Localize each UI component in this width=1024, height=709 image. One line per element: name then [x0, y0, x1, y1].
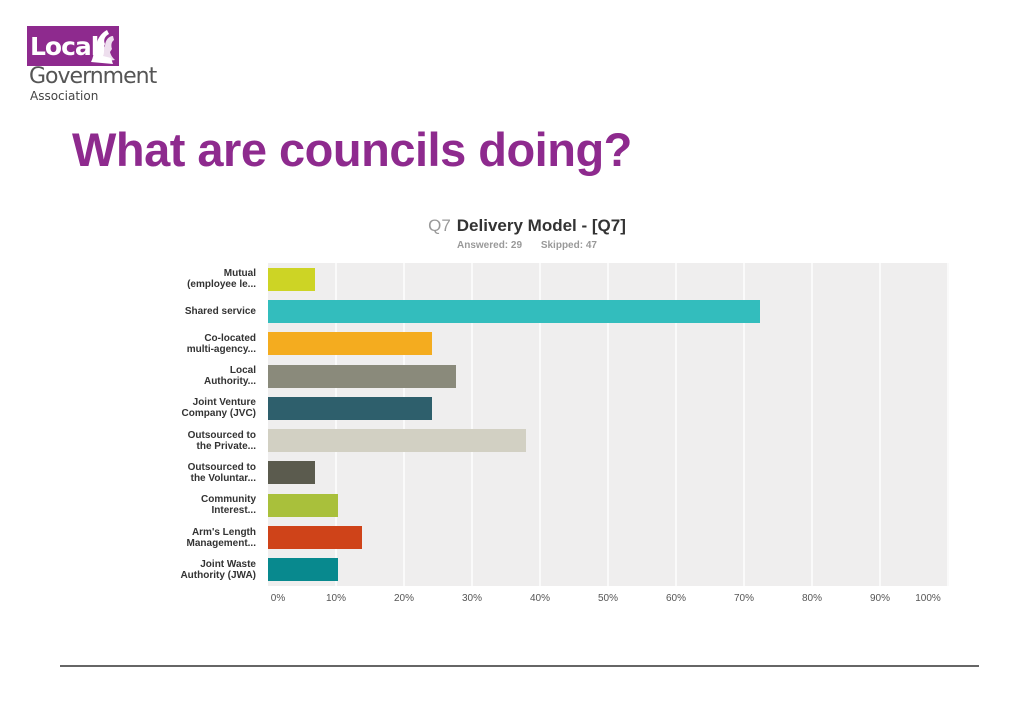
bar[interactable] [268, 526, 362, 550]
y-axis-label: Community Interest... [201, 494, 256, 517]
lga-logo: Local Government Association [27, 26, 167, 106]
answered-count: Answered: 29 [457, 240, 523, 251]
bar[interactable] [268, 299, 761, 323]
y-axis-label: Local Authority... [203, 365, 256, 388]
bar[interactable] [268, 558, 339, 582]
footer-divider [60, 665, 979, 667]
logo-text-association: Association [30, 89, 99, 103]
gridline [879, 263, 881, 586]
skipped-count: Skipped: 47 [540, 240, 597, 251]
chart-title: Q7 Delivery Model - [Q7] [0, 216, 1024, 236]
chart-plot-area [268, 263, 949, 586]
y-axis-label: Joint Waste Authority (JWA) [180, 558, 256, 581]
x-axis-tick-label: 10% [325, 593, 347, 604]
gridline [403, 263, 405, 586]
gridline [539, 263, 541, 586]
x-axis-tick-label: 0% [270, 593, 286, 604]
bar[interactable] [268, 364, 456, 388]
bar[interactable] [268, 396, 432, 420]
gridline [471, 263, 473, 586]
x-axis-tick-label: 60% [665, 593, 687, 604]
slide-title: What are councils doing? [72, 123, 632, 176]
x-axis-tick-label: 20% [393, 593, 415, 604]
y-axis-label: Arm's Length Management... [186, 526, 256, 549]
faces-icon [91, 30, 115, 64]
bar[interactable] [268, 267, 315, 291]
gridline [335, 263, 337, 586]
logo-text-local: Local [30, 32, 99, 61]
y-axis-label: Outsourced to the Voluntar... [187, 461, 256, 484]
y-axis-label: Co-located multi-agency... [186, 332, 256, 355]
logo-purple-box: Local [27, 26, 119, 66]
bar[interactable] [268, 493, 339, 517]
gridline [675, 263, 677, 586]
bar[interactable] [268, 429, 526, 453]
x-axis-tick-label: 100% [915, 593, 941, 604]
x-axis-tick-label: 90% [869, 593, 891, 604]
gridline [811, 263, 813, 586]
x-axis-tick-label: 30% [461, 593, 483, 604]
x-axis-tick-label: 80% [801, 593, 823, 604]
bar[interactable] [268, 461, 315, 485]
chart-title-text: Delivery Model - [Q7] [456, 216, 626, 235]
y-axis-label: Outsourced to the Private... [187, 429, 256, 452]
logo-text-government: Government [29, 64, 157, 89]
chart-subtitle: Answered: 29 Skipped: 47 [0, 240, 1024, 251]
y-axis-label: Shared service [184, 305, 256, 317]
gridline [743, 263, 745, 586]
bar[interactable] [268, 332, 432, 356]
chart-title-prefix: Q7 [428, 216, 451, 235]
x-axis-tick-label: 50% [597, 593, 619, 604]
gridline [947, 263, 949, 586]
x-axis-tick-label: 70% [733, 593, 755, 604]
gridline [607, 263, 609, 586]
y-axis-label: Mutual (employee le... [187, 268, 256, 291]
x-axis-tick-label: 40% [529, 593, 551, 604]
y-axis-label: Joint Venture Company (JVC) [181, 397, 256, 420]
